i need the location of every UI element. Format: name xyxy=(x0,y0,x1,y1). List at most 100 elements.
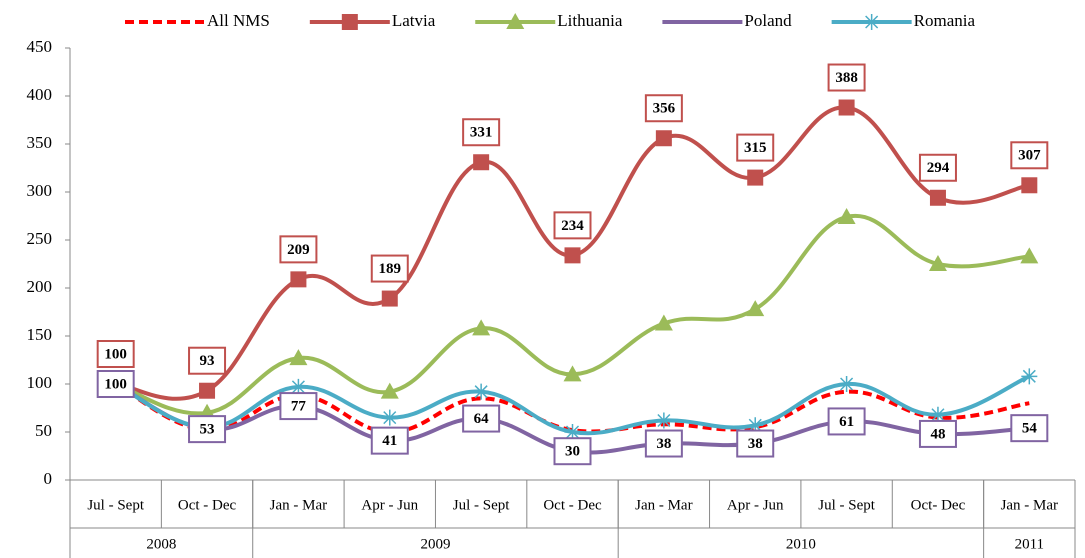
y-tick-label: 300 xyxy=(27,181,53,200)
data-label-box xyxy=(827,63,866,92)
data-label: 100 xyxy=(104,346,127,362)
data-label: 61 xyxy=(839,414,854,430)
marker xyxy=(1021,177,1038,194)
marker xyxy=(564,424,581,440)
data-label: 356 xyxy=(653,101,676,117)
data-label-box xyxy=(279,235,318,264)
data-label-box xyxy=(918,419,957,448)
y-tick-label: 50 xyxy=(35,421,52,440)
data-label: 294 xyxy=(927,160,950,176)
legend-marker xyxy=(863,14,880,30)
y-tick-label: 450 xyxy=(27,37,53,56)
marker xyxy=(1020,247,1039,264)
legend-label: All NMS xyxy=(207,11,270,30)
marker xyxy=(473,383,490,400)
data-label: 93 xyxy=(200,353,215,369)
data-label-box xyxy=(827,407,866,436)
marker xyxy=(289,349,308,366)
x-tick-label: Oct - Dec xyxy=(178,497,237,513)
data-label-box xyxy=(644,429,683,458)
data-label-box xyxy=(96,340,135,368)
x-tick-label: Jan - Mar xyxy=(1001,497,1058,513)
x-tick-label: Apr - Jun xyxy=(361,497,418,513)
x-tick-label: Jul - Sept xyxy=(87,497,145,513)
marker xyxy=(380,382,399,399)
series-line xyxy=(115,213,1030,416)
data-label-box xyxy=(736,429,775,458)
data-label-box xyxy=(553,211,592,240)
marker xyxy=(199,382,216,399)
legend-label: Romania xyxy=(914,11,976,30)
data-label: 189 xyxy=(379,261,402,277)
marker xyxy=(290,271,307,288)
data-label: 100 xyxy=(104,376,127,392)
marker xyxy=(747,417,764,434)
marker xyxy=(929,406,946,423)
data-label: 331 xyxy=(470,125,493,141)
data-label: 54 xyxy=(1022,421,1038,437)
x-tick-label: Jan - Mar xyxy=(635,497,692,513)
data-label: 209 xyxy=(287,242,310,258)
data-label: 30 xyxy=(565,444,580,460)
marker xyxy=(929,189,946,206)
marker xyxy=(290,378,307,395)
data-label-box xyxy=(370,254,409,283)
data-label: 307 xyxy=(1018,148,1041,164)
y-tick-label: 350 xyxy=(27,133,53,152)
data-label-box xyxy=(644,94,683,123)
x-tick-label: Jan - Mar xyxy=(270,497,327,513)
x-tick-label: Apr - Jun xyxy=(727,497,784,513)
marker xyxy=(381,409,398,426)
data-label: 41 xyxy=(382,433,397,449)
marker xyxy=(838,376,855,392)
legend-label: Lithuania xyxy=(557,11,623,30)
data-label-box xyxy=(462,404,501,433)
marker xyxy=(654,314,673,331)
year-label: 2011 xyxy=(1015,536,1044,552)
x-tick-label: Oct - Dec xyxy=(543,497,602,513)
data-label-box xyxy=(188,346,227,375)
y-tick-label: 150 xyxy=(27,325,53,344)
marker xyxy=(381,290,398,307)
y-tick-label: 100 xyxy=(27,373,53,392)
marker xyxy=(747,169,764,186)
marker xyxy=(1021,368,1038,385)
data-label: 234 xyxy=(561,218,584,234)
year-label: 2010 xyxy=(786,536,816,552)
data-label-box xyxy=(96,370,135,398)
y-tick-label: 400 xyxy=(27,85,53,104)
marker xyxy=(472,319,491,336)
data-label: 48 xyxy=(930,426,945,442)
data-label-box xyxy=(736,133,775,162)
x-tick-label: Oct- Dec xyxy=(911,497,966,513)
x-tick-label: Jul - Sept xyxy=(453,497,511,513)
year-label: 2008 xyxy=(146,536,176,552)
marker xyxy=(746,300,765,317)
marker xyxy=(564,247,581,264)
data-label-box xyxy=(370,426,409,455)
data-label-box xyxy=(1010,414,1049,443)
data-label: 77 xyxy=(291,399,307,415)
marker xyxy=(928,255,947,271)
data-label-box xyxy=(188,415,227,444)
data-label: 38 xyxy=(748,436,763,452)
data-label: 388 xyxy=(835,70,858,86)
marker xyxy=(473,154,490,171)
x-tick-label: Jul - Sept xyxy=(818,497,876,513)
y-tick-label: 250 xyxy=(27,229,53,248)
y-tick-label: 0 xyxy=(44,469,53,488)
legend-label: Poland xyxy=(744,11,792,30)
data-label-box xyxy=(1010,141,1049,170)
marker xyxy=(655,130,672,147)
data-label-box xyxy=(462,118,501,147)
marker xyxy=(837,207,856,224)
data-label-box xyxy=(918,153,957,182)
data-label: 53 xyxy=(200,422,215,438)
legend-label: Latvia xyxy=(392,11,436,30)
data-label: 64 xyxy=(474,411,490,427)
data-label: 38 xyxy=(656,436,671,452)
legend-marker xyxy=(341,14,358,30)
marker xyxy=(655,412,672,429)
